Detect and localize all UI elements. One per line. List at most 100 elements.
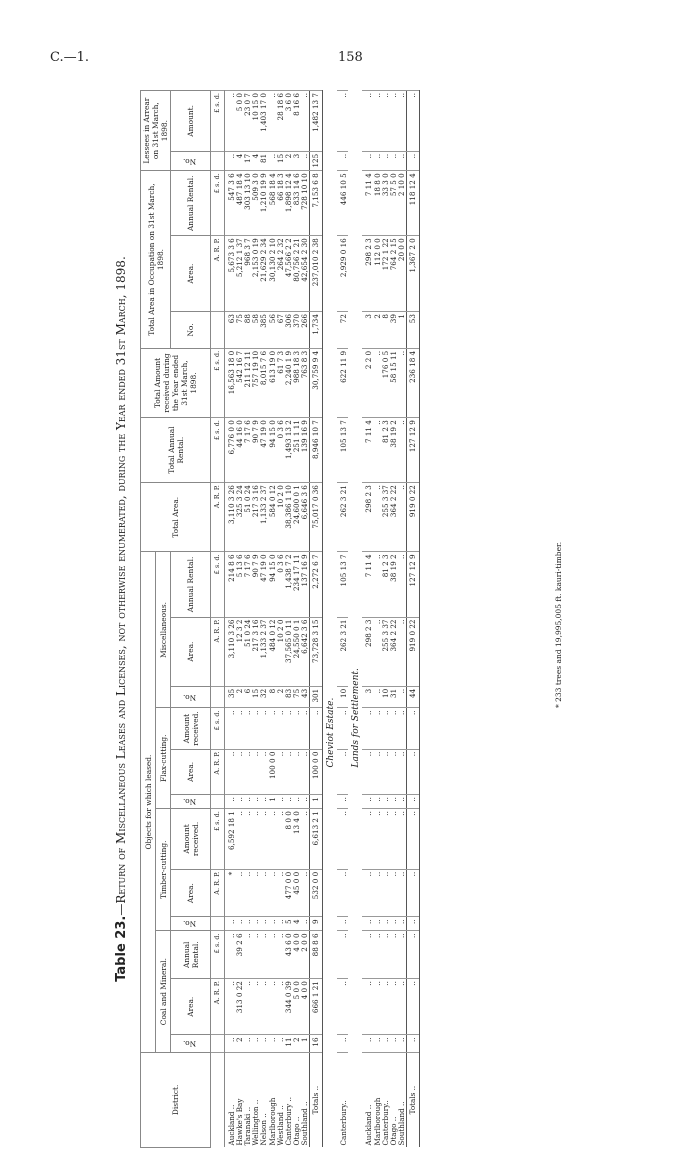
unit-label: A. R. P. bbox=[210, 978, 225, 1035]
table-cell: .. bbox=[373, 978, 382, 1035]
table-cell: 125 bbox=[309, 151, 323, 171]
unit-label: £ s. d. bbox=[210, 90, 225, 152]
table-cell: .. bbox=[309, 707, 323, 750]
table-cell: .. bbox=[337, 1034, 349, 1053]
table-cell: 298 2 3 bbox=[362, 235, 374, 312]
unit-label: £ s. d. bbox=[210, 170, 225, 236]
table-cell: .. bbox=[381, 869, 390, 917]
table-cell: .. bbox=[337, 707, 349, 750]
table-cell: .. bbox=[389, 90, 398, 152]
unit-label: A. R. P. bbox=[210, 617, 225, 687]
table-cell: 763 8 3 bbox=[300, 348, 310, 418]
unit-cell-empty bbox=[210, 1052, 225, 1148]
table-cell: .. bbox=[362, 916, 374, 931]
table-cell: 72 bbox=[337, 311, 349, 349]
table-cell: .. bbox=[397, 1034, 407, 1053]
table-cell: .. bbox=[397, 794, 407, 809]
header-misc: Miscellaneous. bbox=[155, 551, 171, 708]
header-flax-area: Area. bbox=[170, 749, 211, 795]
header-timber: Timber-cutting. bbox=[155, 808, 171, 931]
unit-cell-empty bbox=[210, 311, 225, 349]
table-cell: 2,272 6 7 bbox=[309, 551, 323, 618]
table-cell: .. bbox=[300, 869, 310, 917]
table-cell: 7,153 6 8 bbox=[309, 170, 323, 236]
table-cell: 919 0 22 bbox=[406, 617, 420, 687]
table-cell: 6,646 3 6 bbox=[300, 482, 310, 552]
table-cell: .. bbox=[406, 869, 420, 917]
table-cell: .. bbox=[397, 749, 407, 795]
table-cell: .. bbox=[362, 707, 374, 750]
unit-cell-empty bbox=[210, 151, 225, 171]
table-cell: .. bbox=[381, 978, 390, 1035]
table-cell: 45 0 0 bbox=[292, 869, 301, 917]
table-cell: .. bbox=[259, 808, 269, 870]
header-flax-amount: Amount received. bbox=[170, 707, 211, 750]
header-timber-amount: Amount received. bbox=[170, 808, 211, 870]
table-cell: .. bbox=[381, 90, 390, 152]
page-number: 158 bbox=[338, 50, 363, 65]
table-cell: .. bbox=[362, 749, 374, 795]
table-cell: .. bbox=[268, 869, 277, 917]
table-cell: .. bbox=[300, 916, 310, 931]
table-cell: .. bbox=[300, 707, 310, 750]
table-cell: .. bbox=[337, 978, 349, 1035]
header-occ-no: No. bbox=[170, 311, 211, 349]
table-cell: 313 0 22 bbox=[235, 978, 245, 1035]
header-coal-area: Area. bbox=[170, 978, 211, 1035]
table-cell: 4 0 0 bbox=[300, 978, 310, 1035]
table-cell: .. bbox=[235, 808, 245, 870]
table-cell: .. bbox=[259, 930, 269, 979]
table-cell: 58 15 11 bbox=[389, 348, 398, 418]
table-cell: 446 10 5 bbox=[337, 170, 349, 236]
table-cell: .. bbox=[397, 978, 407, 1035]
table-cell: .. bbox=[381, 930, 390, 979]
table-cell: 127 12 9 bbox=[406, 551, 420, 618]
table-cell: .. bbox=[235, 869, 245, 917]
footnote: * 233 trees and 19,995,005 ft. kauri-tim… bbox=[554, 541, 563, 708]
table-cell: 919 0 22 bbox=[406, 482, 420, 552]
header-objects: Objects for which leased. bbox=[140, 551, 156, 1053]
table-cell: .. bbox=[300, 90, 310, 152]
unit-cell-empty bbox=[210, 686, 225, 708]
table-cell: .. bbox=[406, 151, 420, 171]
table-cell: 6,642 3 6 bbox=[300, 617, 310, 687]
table-cell: .. bbox=[362, 930, 374, 979]
table-cell: 10 bbox=[337, 686, 349, 708]
header-timber-no: No. bbox=[170, 916, 211, 931]
table-cell: .. bbox=[362, 978, 374, 1035]
header-coal-no: No. bbox=[170, 1034, 211, 1053]
table-cell: .. bbox=[406, 930, 420, 979]
table-cell: .. bbox=[406, 978, 420, 1035]
table-cell: 13 4 0 bbox=[292, 808, 301, 870]
table-cell: .. bbox=[251, 978, 261, 1035]
table-cell: .. bbox=[397, 916, 407, 931]
table-cell: 2 2 0 bbox=[362, 348, 374, 418]
district-name: Totals .. bbox=[406, 1052, 420, 1148]
table-cell: .. bbox=[243, 978, 253, 1035]
totals-row: Totals .. 16 666 1 21 88 8 6 9 532 0 0 6,613 2… bbox=[309, 90, 323, 1148]
header-misc-no: No. bbox=[170, 686, 211, 708]
table-row: Southland ..............................… bbox=[397, 90, 407, 1148]
unit-label: A. R. P. bbox=[210, 482, 225, 552]
table-caption: —Return of Miscellaneous Leases and Lice… bbox=[114, 256, 128, 916]
table-cell: 1,367 2 0 bbox=[406, 235, 420, 312]
table-cell: .. bbox=[362, 90, 374, 152]
rotated-table-sheet: Table 23.—Return of Miscellaneous Leases… bbox=[108, 90, 563, 1148]
table-cell: .. bbox=[251, 930, 261, 979]
district-name: Southland .. bbox=[397, 1052, 407, 1148]
table-cell: 105 13 7 bbox=[337, 417, 349, 483]
table-cell: .. bbox=[389, 930, 398, 979]
table-cell: 266 bbox=[300, 311, 310, 349]
table-cell: .. bbox=[337, 749, 349, 795]
table-cell: .. bbox=[362, 794, 374, 809]
table-cell: .. bbox=[300, 808, 310, 870]
table-cell: .. bbox=[300, 794, 310, 809]
section-heading-row: Cheviot Estate. bbox=[323, 91, 338, 1148]
table-cell: .. bbox=[397, 808, 407, 870]
table-cell: 262 3 21 bbox=[337, 617, 349, 687]
table-cell: .. bbox=[397, 551, 407, 618]
section-label: Cheviot Estate. bbox=[326, 697, 337, 768]
unit-label: £ s. d. bbox=[210, 808, 225, 870]
unit-label: £ s. d. bbox=[210, 551, 225, 618]
table-cell: .. bbox=[268, 808, 277, 870]
